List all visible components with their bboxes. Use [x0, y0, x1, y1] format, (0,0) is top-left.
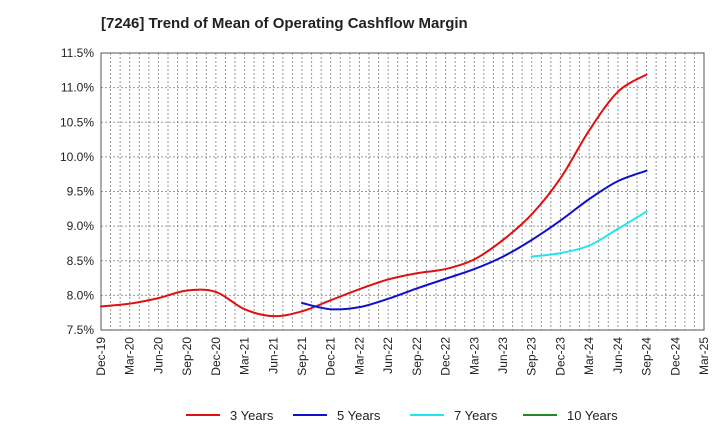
tick-labels: 7.5% 8.0% 8.5% 9.0% 9.5% 10.0% 10.5% 11.0% 11.5%…	[60, 46, 711, 376]
legend-item-3-years: 3 Years	[186, 405, 273, 425]
x-tick-label: Dec-21	[324, 337, 338, 376]
y-tick-label: 7.5%	[67, 323, 95, 337]
y-tick-label: 10.5%	[60, 115, 94, 129]
x-tick-label: Mar-24	[582, 337, 596, 375]
x-tick-label: Dec-20	[209, 337, 223, 376]
legend-label: 7 Years	[454, 407, 498, 423]
chart-title: [7246] Trend of Mean of Operating Cashfl…	[101, 15, 468, 32]
plot-frame	[100, 52, 705, 331]
x-tick-label: Sep-20	[180, 337, 194, 376]
legend-swatch	[523, 414, 557, 416]
series-lines	[100, 73, 648, 318]
y-tick-label: 8.0%	[67, 288, 95, 302]
x-tick-label: Jun-22	[381, 337, 395, 374]
y-tick-label: 8.5%	[67, 254, 95, 268]
legend-swatch	[186, 414, 220, 416]
x-tick-label: Sep-21	[295, 337, 309, 376]
x-tick-label: Jun-24	[611, 337, 625, 374]
x-tick-label: Jun-20	[151, 337, 165, 374]
legend-label: 10 Years	[567, 407, 618, 423]
x-tick-label: Dec-24	[668, 337, 682, 376]
legend-item-10-years: 10 Years	[523, 405, 618, 425]
legend-item-7-years: 7 Years	[410, 405, 497, 425]
grid	[101, 53, 704, 330]
x-tick-label: Mar-25	[697, 337, 711, 375]
x-tick-label: Mar-22	[352, 337, 366, 375]
x-tick-label: Mar-23	[467, 337, 481, 375]
legend-swatch	[293, 414, 327, 416]
y-tick-label: 9.0%	[67, 219, 95, 233]
y-tick-label: 11.0%	[61, 81, 94, 95]
series-line-7-years	[530, 210, 648, 258]
legend: 3 Years 5 Years 7 Years 10 Years	[0, 405, 720, 425]
x-tick-label: Dec-19	[94, 337, 108, 376]
y-tick-label: 11.5%	[61, 46, 94, 60]
series-line-3-years	[100, 73, 648, 318]
y-tick-label: 10.0%	[60, 150, 94, 164]
axes	[100, 52, 705, 331]
x-tick-label: Jun-21	[266, 337, 280, 374]
x-tick-label: Jun-23	[496, 337, 510, 374]
x-tick-label: Sep-22	[410, 337, 424, 376]
legend-swatch	[410, 414, 444, 416]
series-line-5-years	[301, 169, 648, 311]
legend-label: 5 Years	[337, 407, 381, 423]
x-tick-label: Mar-20	[123, 337, 137, 375]
x-tick-label: Dec-22	[439, 337, 453, 376]
legend-label: 3 Years	[230, 407, 274, 423]
y-tick-label: 9.5%	[67, 185, 95, 199]
x-tick-label: Sep-24	[640, 337, 654, 376]
x-tick-label: Sep-23	[525, 337, 539, 376]
x-tick-label: Dec-23	[553, 337, 567, 376]
x-tick-label: Mar-21	[238, 337, 252, 375]
legend-item-5-years: 5 Years	[293, 405, 380, 425]
